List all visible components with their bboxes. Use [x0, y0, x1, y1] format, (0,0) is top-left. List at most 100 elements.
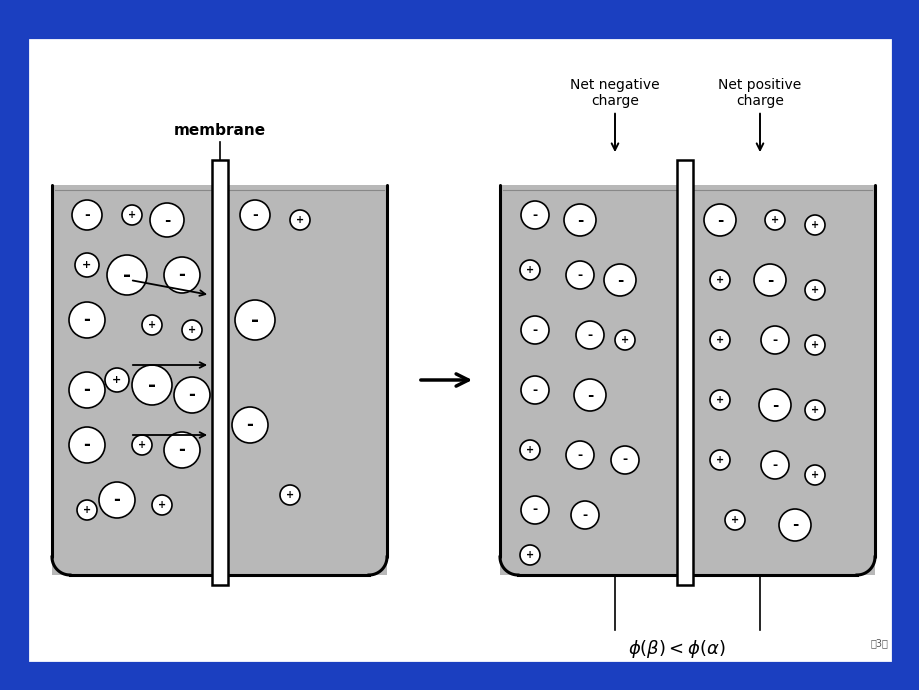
Text: -: -: [772, 458, 777, 471]
Text: +: +: [526, 445, 534, 455]
Circle shape: [77, 500, 96, 520]
Text: +: +: [715, 455, 723, 465]
Circle shape: [565, 261, 594, 289]
Text: -: -: [622, 453, 627, 466]
Circle shape: [520, 201, 549, 229]
Text: membrane: membrane: [174, 123, 266, 138]
Circle shape: [279, 485, 300, 505]
Circle shape: [520, 376, 549, 404]
Circle shape: [131, 365, 172, 405]
Circle shape: [758, 389, 790, 421]
Circle shape: [724, 510, 744, 530]
Bar: [211, 160, 228, 585]
Circle shape: [234, 300, 275, 340]
Text: +: +: [810, 405, 818, 415]
Text: -: -: [772, 333, 777, 346]
Text: -: -: [84, 436, 90, 454]
Circle shape: [519, 440, 539, 460]
Bar: [52, 185, 387, 575]
Circle shape: [174, 377, 210, 413]
Circle shape: [754, 264, 785, 296]
Text: -: -: [576, 213, 583, 228]
Bar: [30, 40, 889, 660]
Circle shape: [164, 432, 199, 468]
Text: -: -: [251, 310, 259, 330]
Circle shape: [72, 200, 102, 230]
Text: -: -: [123, 266, 130, 284]
Bar: [676, 160, 692, 585]
Text: +: +: [770, 215, 778, 225]
Text: +: +: [148, 320, 156, 330]
Text: +: +: [715, 335, 723, 345]
Circle shape: [804, 465, 824, 485]
Text: -: -: [113, 491, 120, 509]
Circle shape: [131, 435, 152, 455]
Text: $\phi(\beta) < \phi(\alpha)$: $\phi(\beta) < \phi(\alpha)$: [628, 638, 725, 660]
Text: +: +: [83, 260, 92, 270]
Circle shape: [709, 450, 729, 470]
Text: -: -: [532, 384, 537, 397]
Text: +: +: [526, 550, 534, 560]
Text: -: -: [791, 518, 798, 533]
Circle shape: [105, 368, 129, 392]
Circle shape: [99, 482, 135, 518]
Text: -: -: [532, 504, 537, 517]
Text: -: -: [587, 328, 592, 342]
Text: -: -: [148, 375, 156, 395]
Text: +: +: [810, 470, 818, 480]
Text: +: +: [810, 220, 818, 230]
Text: -: -: [532, 208, 537, 221]
Text: +: +: [730, 515, 738, 525]
Circle shape: [709, 270, 729, 290]
Circle shape: [152, 495, 172, 515]
Text: -: -: [586, 388, 593, 402]
Circle shape: [69, 372, 105, 408]
Text: +: +: [83, 505, 91, 515]
Circle shape: [765, 210, 784, 230]
Text: -: -: [188, 386, 195, 404]
Bar: [499, 185, 874, 575]
Text: -: -: [716, 213, 722, 228]
Circle shape: [804, 335, 824, 355]
Circle shape: [703, 204, 735, 236]
Text: +: +: [128, 210, 136, 220]
Circle shape: [75, 253, 99, 277]
Text: -: -: [252, 208, 257, 222]
Text: -: -: [246, 416, 253, 434]
Circle shape: [563, 204, 596, 236]
Circle shape: [69, 302, 105, 338]
Text: -: -: [84, 381, 90, 399]
Circle shape: [520, 316, 549, 344]
Circle shape: [289, 210, 310, 230]
Circle shape: [709, 330, 729, 350]
Circle shape: [804, 400, 824, 420]
Circle shape: [575, 321, 604, 349]
Circle shape: [164, 257, 199, 293]
Text: +: +: [810, 340, 818, 350]
Text: +: +: [715, 275, 723, 285]
Text: -: -: [164, 213, 170, 228]
Circle shape: [69, 427, 105, 463]
Text: +: +: [158, 500, 166, 510]
Circle shape: [150, 203, 184, 237]
Circle shape: [122, 205, 142, 225]
Text: +: +: [526, 265, 534, 275]
Text: -: -: [577, 268, 582, 282]
Circle shape: [240, 200, 269, 230]
Circle shape: [778, 509, 811, 541]
Circle shape: [232, 407, 267, 443]
Text: -: -: [582, 509, 587, 522]
Text: -: -: [84, 311, 90, 329]
Circle shape: [614, 330, 634, 350]
Text: -: -: [178, 266, 186, 284]
Text: +: +: [138, 440, 146, 450]
Text: -: -: [577, 448, 582, 462]
Text: +: +: [620, 335, 629, 345]
Text: +: +: [112, 375, 121, 385]
Circle shape: [604, 264, 635, 296]
Text: -: -: [532, 324, 537, 337]
Text: -: -: [771, 397, 777, 413]
Circle shape: [142, 315, 162, 335]
Circle shape: [182, 320, 202, 340]
Text: +: +: [286, 490, 294, 500]
